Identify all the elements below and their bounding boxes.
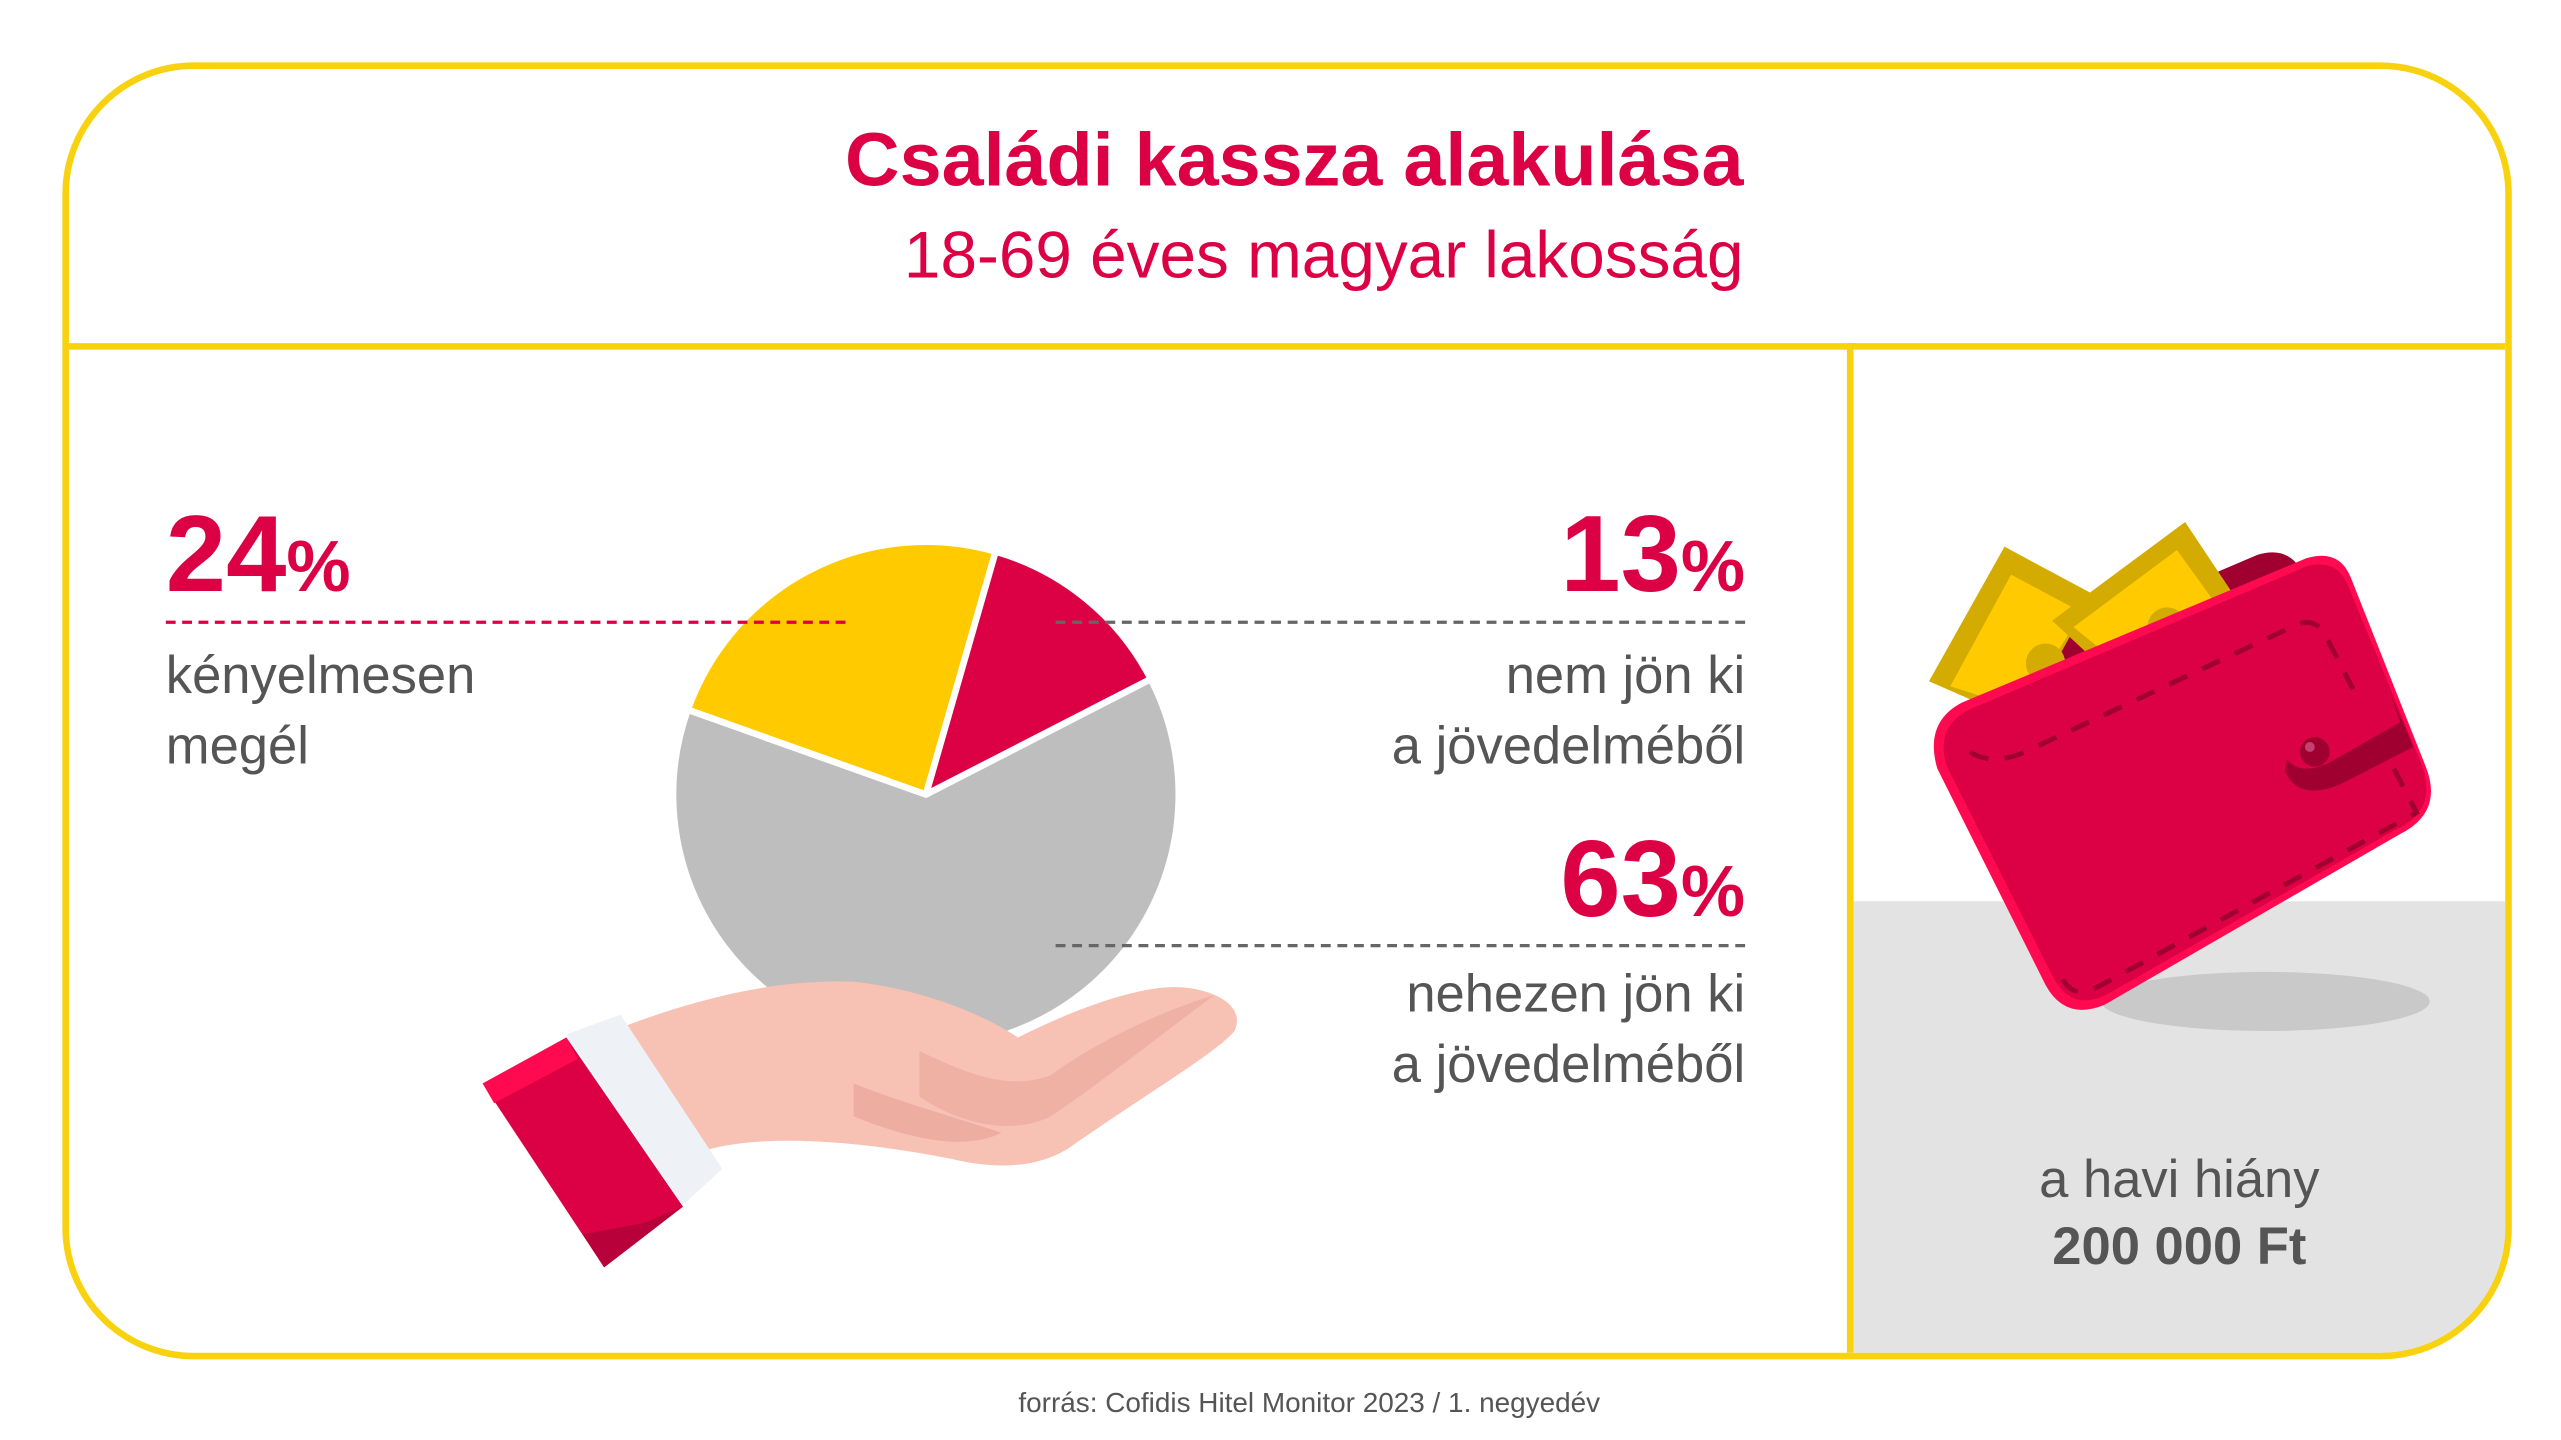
wallet-icon bbox=[1928, 522, 2431, 1031]
pct-hardly: 63% bbox=[1560, 824, 1745, 947]
hand-icon bbox=[482, 981, 1237, 1268]
label-line: a jövedelméből bbox=[1391, 715, 1746, 775]
label-not-enough: nem jön ki a jövedelméből bbox=[1392, 640, 1745, 781]
leader-line-comfortable bbox=[165, 620, 846, 624]
label-hardly: nehezen jön ki a jövedelméből bbox=[1392, 959, 1745, 1100]
pct-value: 13 bbox=[1560, 492, 1681, 614]
page-subtitle: 18-69 éves magyar lakosság bbox=[903, 219, 1744, 293]
pie-slice-not-enough bbox=[922, 548, 1155, 798]
label-line: nehezen jön ki bbox=[1406, 963, 1746, 1023]
leader-line-hardly bbox=[1055, 943, 1746, 948]
label-line: megél bbox=[165, 715, 309, 775]
deficit-label: a havi hiány bbox=[2039, 1149, 2320, 1209]
pct-unit: % bbox=[1680, 852, 1746, 933]
pct-not-enough: 13% bbox=[1560, 499, 1745, 622]
source-footer: forrás: Cofidis Hitel Monitor 2023 / 1. … bbox=[1018, 1387, 1601, 1419]
page-title: Családi kassza alakulása bbox=[845, 116, 1744, 202]
label-line: nem jön ki bbox=[1505, 645, 1746, 705]
label-line: kényelmesen bbox=[165, 645, 476, 705]
pie-chart bbox=[669, 538, 1183, 1051]
label-comfortable: kényelmesen megél bbox=[166, 640, 476, 781]
pct-unit: % bbox=[1680, 526, 1746, 608]
panel-divider bbox=[1846, 343, 1854, 1353]
header-divider bbox=[68, 343, 2506, 350]
pct-comfortable: 24% bbox=[166, 499, 351, 622]
pct-value: 24 bbox=[165, 492, 287, 614]
label-line: a jövedelméből bbox=[1391, 1034, 1746, 1094]
pie-slice-comfortable bbox=[684, 538, 999, 798]
pct-value: 63 bbox=[1560, 817, 1681, 940]
deficit-amount: 200 000 Ft bbox=[2052, 1216, 2307, 1276]
pct-unit: % bbox=[286, 526, 351, 608]
leader-line-not-enough bbox=[1055, 620, 1746, 624]
